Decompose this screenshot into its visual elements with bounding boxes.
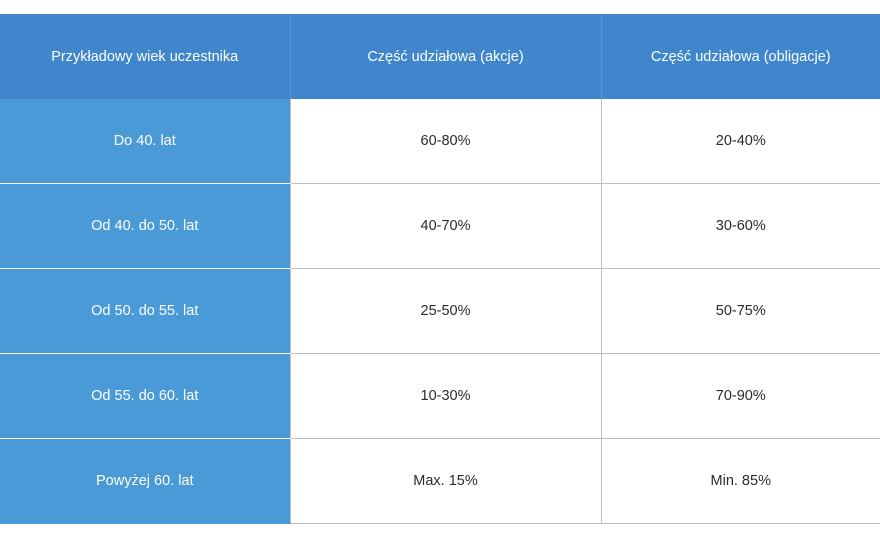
table-body: Do 40. lat 60-80% 20-40% Od 40. do 50. l… [0,99,880,524]
cell-stocks: Max. 15% [289,438,601,524]
allocation-table: Przykładowy wiek uczestnika Część udział… [0,14,880,524]
column-header-bonds: Część udziałowa (obligacje) [600,14,880,99]
table-row: Powyżej 60. lat Max. 15% Min. 85% [0,438,880,524]
row-header-age: Powyżej 60. lat [0,438,290,524]
table-row: Do 40. lat 60-80% 20-40% [0,99,880,184]
cell-bonds: 30-60% [600,183,880,269]
table-row: Od 50. do 55. lat 25-50% 50-75% [0,268,880,354]
header-row: Przykładowy wiek uczestnika Część udział… [0,14,880,99]
row-header-age: Do 40. lat [0,99,290,184]
cell-stocks: 25-50% [289,268,601,354]
table-row: Od 55. do 60. lat 10-30% 70-90% [0,353,880,439]
cell-bonds: 70-90% [600,353,880,439]
cell-stocks: 40-70% [289,183,601,269]
column-header-age: Przykładowy wiek uczestnika [0,14,290,99]
cell-bonds: 50-75% [600,268,880,354]
table-header: Przykładowy wiek uczestnika Część udział… [0,14,880,99]
cell-bonds: 20-40% [600,99,880,184]
cell-stocks: 60-80% [289,99,601,184]
cell-stocks: 10-30% [289,353,601,439]
row-header-age: Od 50. do 55. lat [0,268,290,354]
table-row: Od 40. do 50. lat 40-70% 30-60% [0,183,880,269]
cell-bonds: Min. 85% [600,438,880,524]
column-header-stocks: Część udziałowa (akcje) [289,14,601,99]
row-header-age: Od 40. do 50. lat [0,183,290,269]
row-header-age: Od 55. do 60. lat [0,353,290,439]
